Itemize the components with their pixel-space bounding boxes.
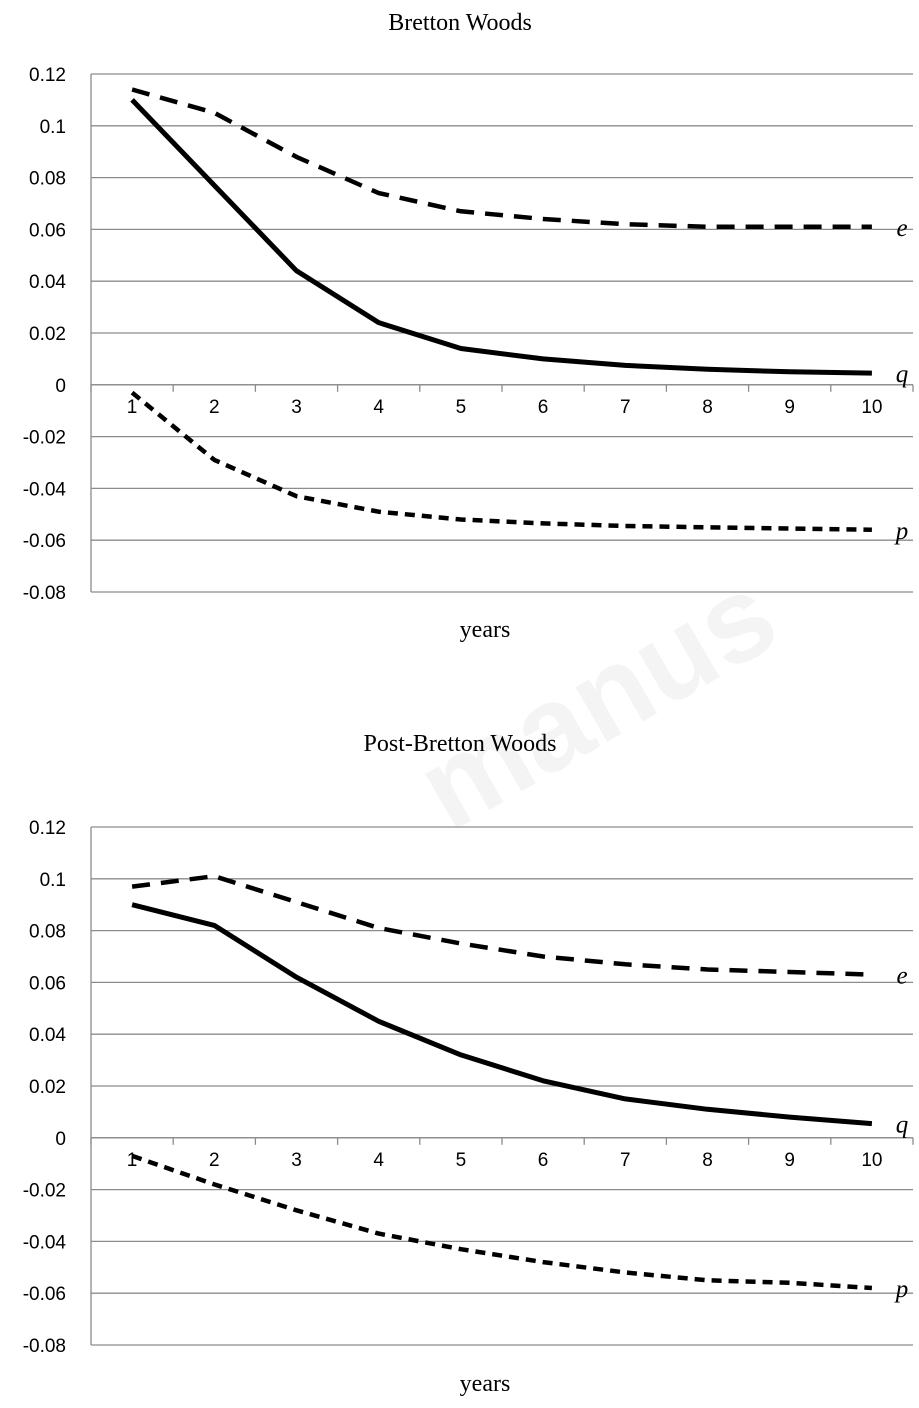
x-tick-label: 2 bbox=[209, 397, 220, 418]
y-tick-label: -0.02 bbox=[23, 428, 66, 449]
y-tick-label: -0.04 bbox=[23, 479, 67, 500]
x-tick-label: 10 bbox=[861, 1150, 882, 1171]
x-tick-label: 7 bbox=[620, 1150, 631, 1171]
y-tick-label: 0.02 bbox=[29, 324, 66, 345]
x-tick-label: 2 bbox=[209, 1150, 220, 1171]
x-tick-label: 6 bbox=[538, 1150, 549, 1171]
x-tick-label: 10 bbox=[861, 397, 882, 418]
y-tick-label: 0.06 bbox=[29, 220, 66, 241]
y-tick-label: -0.04 bbox=[23, 1232, 67, 1253]
y-tick-label: 0.12 bbox=[29, 65, 66, 86]
y-tick-label: 0.06 bbox=[29, 973, 66, 994]
series-label-e: e bbox=[896, 215, 907, 242]
x-tick-label: 9 bbox=[784, 397, 795, 418]
x-axis-title: years bbox=[460, 1371, 511, 1397]
y-tick-label: -0.06 bbox=[23, 1284, 66, 1305]
series-label-p: p bbox=[894, 1276, 909, 1303]
y-tick-label: 0.04 bbox=[29, 1025, 66, 1046]
y-tick-label: -0.06 bbox=[23, 531, 66, 552]
series-line-q bbox=[131, 902, 873, 1127]
x-tick-label: 4 bbox=[373, 397, 384, 418]
y-tick-label: -0.08 bbox=[23, 583, 66, 604]
y-tick-label: 0.1 bbox=[40, 870, 66, 891]
x-tick-label: 7 bbox=[620, 397, 631, 418]
chart-title: Bretton Woods bbox=[388, 10, 532, 36]
x-tick-label: 8 bbox=[702, 1150, 713, 1171]
y-tick-label: 0.08 bbox=[29, 169, 66, 190]
x-tick-label: 5 bbox=[456, 397, 467, 418]
series-label-p: p bbox=[894, 518, 909, 545]
series-line-e bbox=[131, 87, 872, 230]
series-label-q: q bbox=[896, 361, 909, 388]
x-tick-label: 9 bbox=[784, 1150, 795, 1171]
y-tick-label: -0.02 bbox=[23, 1181, 66, 1202]
y-tick-label: 0.12 bbox=[29, 818, 66, 839]
series-line-e bbox=[131, 873, 872, 977]
y-tick-label: 0.1 bbox=[40, 117, 66, 138]
y-tick-label: 0 bbox=[55, 376, 66, 397]
x-tick-label: 1 bbox=[127, 397, 138, 418]
x-tick-label: 3 bbox=[291, 1150, 302, 1171]
y-tick-label: -0.08 bbox=[23, 1336, 66, 1357]
series-line-q bbox=[130, 98, 872, 376]
chart-title: Post-Bretton Woods bbox=[364, 731, 557, 757]
x-axis-title: years bbox=[460, 617, 511, 643]
x-tick-label: 5 bbox=[456, 1150, 467, 1171]
y-tick-label: 0.08 bbox=[29, 922, 66, 943]
series-label-e: e bbox=[896, 963, 907, 990]
x-tick-label: 4 bbox=[373, 1150, 384, 1171]
x-tick-label: 3 bbox=[291, 397, 302, 418]
y-tick-label: 0.04 bbox=[29, 272, 66, 293]
x-tick-label: 8 bbox=[702, 397, 713, 418]
chart-1: Bretton Woods 0.12 0.1 0.08 0.06 0.04 0.02 0 -0.… bbox=[23, 10, 914, 643]
series-line-p bbox=[131, 1153, 873, 1291]
chart-2: Post-Bretton Woods 0.12 0.1 0.08 0.06 0.04 0.0… bbox=[23, 731, 914, 1397]
series-label-q: q bbox=[896, 1112, 909, 1139]
x-tick-label: 6 bbox=[538, 397, 549, 418]
y-tick-label: 0.02 bbox=[29, 1077, 66, 1098]
series-line-p bbox=[130, 390, 872, 533]
x-tick-label: 1 bbox=[127, 1150, 138, 1171]
y-tick-label: 0 bbox=[55, 1129, 66, 1150]
